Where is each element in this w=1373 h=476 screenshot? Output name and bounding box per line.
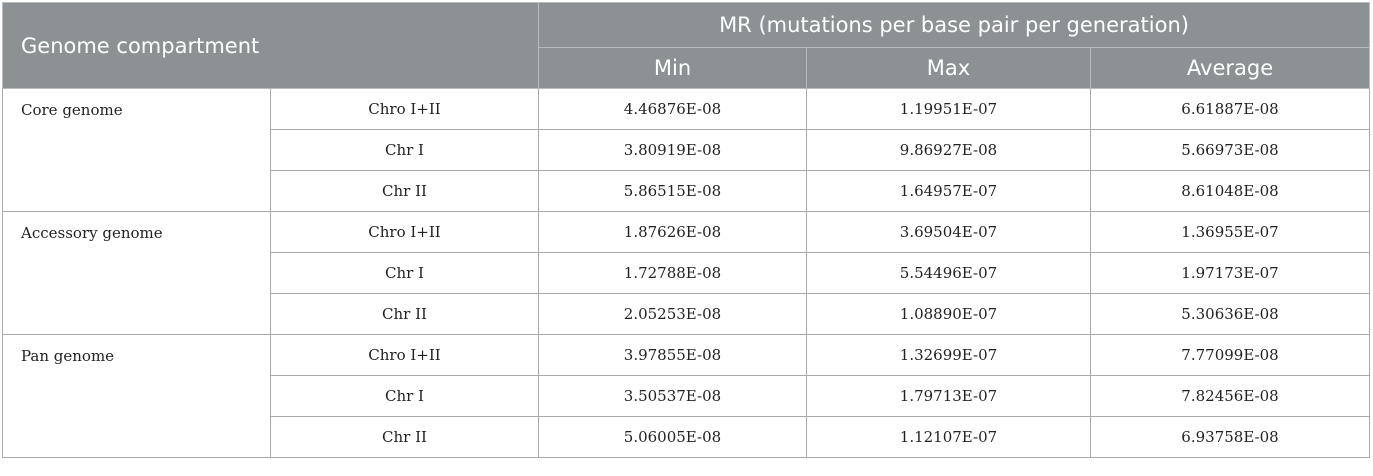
average-cell: 5.30636E-08 xyxy=(1089,293,1371,335)
chromosome-cell: Chr II xyxy=(270,416,539,458)
min-cell: 3.97855E-08 xyxy=(538,334,807,376)
chromosome-cell: Chro I+II xyxy=(270,88,539,130)
average-cell: 5.66973E-08 xyxy=(1089,129,1371,171)
table-row: Pan genome Chro I+II 3.97855E-08 1.32699… xyxy=(2,334,1371,458)
average-cell: 7.82456E-08 xyxy=(1089,375,1371,417)
header-max: Max xyxy=(806,47,1091,89)
max-cell: 1.32699E-07 xyxy=(806,334,1091,376)
max-cell: 1.12107E-07 xyxy=(806,416,1091,458)
min-cell: 2.05253E-08 xyxy=(538,293,807,335)
header-row-sub: Min Max Average xyxy=(3,47,1371,89)
chromosome-cell: Chr I xyxy=(270,375,539,417)
chromosome-cell: Chro I+II xyxy=(270,211,539,253)
min-cell: 1.72788E-08 xyxy=(538,252,807,294)
average-cell: 8.61048E-08 xyxy=(1089,170,1371,212)
group-label: Accessory genome xyxy=(2,211,271,335)
table-row: Chr I 1.72788E-08 5.54496E-07 1.97173E-0… xyxy=(3,252,1371,294)
group-label: Core genome xyxy=(2,88,271,212)
min-cell: 3.50537E-08 xyxy=(538,375,807,417)
average-cell: 6.93758E-08 xyxy=(1089,416,1371,458)
average-cell: 6.61887E-08 xyxy=(1089,88,1371,130)
min-cell: 5.86515E-08 xyxy=(538,170,807,212)
min-cell: 4.46876E-08 xyxy=(538,88,807,130)
max-cell: 3.69504E-07 xyxy=(806,211,1091,253)
table-row: Chr II 2.05253E-08 1.08890E-07 5.30636E-… xyxy=(3,293,1371,335)
header-min: Min xyxy=(538,47,807,89)
average-cell: 7.77099E-08 xyxy=(1089,334,1371,376)
chromosome-cell: Chr I xyxy=(270,129,539,171)
chromosome-cell: Chr II xyxy=(270,293,539,335)
group-label: Pan genome xyxy=(2,334,271,458)
max-cell: 1.19951E-07 xyxy=(806,88,1091,130)
average-cell: 1.97173E-07 xyxy=(1089,252,1371,294)
header-genome-compartment: Genome compartment xyxy=(2,2,539,89)
min-cell: 5.06005E-08 xyxy=(538,416,807,458)
mutation-rate-table: Genome compartment MR (mutations per bas… xyxy=(2,2,1371,458)
header-mutation-rate: MR (mutations per base pair per generati… xyxy=(537,2,1371,48)
max-cell: 5.54496E-07 xyxy=(806,252,1091,294)
min-cell: 3.80919E-08 xyxy=(538,129,807,171)
max-cell: 1.79713E-07 xyxy=(806,375,1091,417)
chromosome-cell: Chro I+II xyxy=(270,334,539,376)
table-row: Chr I 3.50537E-08 1.79713E-07 7.82456E-0… xyxy=(3,375,1371,417)
table-body: Core genome Chro I+II 4.46876E-08 1.1995… xyxy=(2,88,1371,458)
chromosome-cell: Chr II xyxy=(270,170,539,212)
table-header: Genome compartment MR (mutations per bas… xyxy=(2,2,1371,89)
table-row: Chr II 5.06005E-08 1.12107E-07 6.93758E-… xyxy=(3,416,1371,458)
max-cell: 1.08890E-07 xyxy=(806,293,1091,335)
max-cell: 9.86927E-08 xyxy=(806,129,1091,171)
average-cell: 1.36955E-07 xyxy=(1089,211,1371,253)
table-row: Chr II 5.86515E-08 1.64957E-07 8.61048E-… xyxy=(3,170,1371,212)
max-cell: 1.64957E-07 xyxy=(806,170,1091,212)
header-average: Average xyxy=(1089,47,1371,89)
chromosome-cell: Chr I xyxy=(270,252,539,294)
table-row: Accessory genome Chro I+II 1.87626E-08 3… xyxy=(2,211,1371,335)
table-row: Core genome Chro I+II 4.46876E-08 1.1995… xyxy=(2,88,1371,212)
header-row-top: Genome compartment MR (mutations per bas… xyxy=(2,2,1371,89)
min-cell: 1.87626E-08 xyxy=(538,211,807,253)
